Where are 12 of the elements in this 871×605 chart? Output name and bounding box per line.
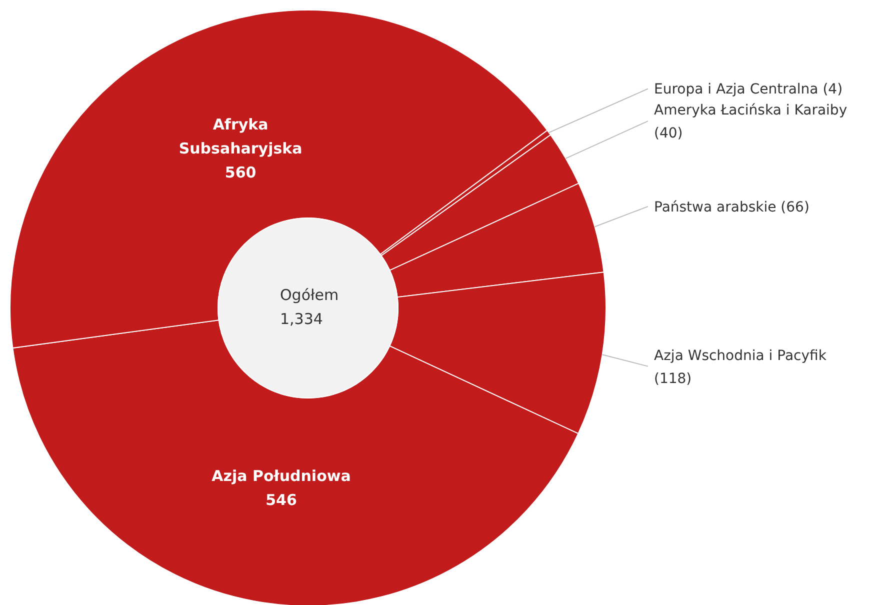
slice-label: Afryka Subsaharyjska [178, 115, 302, 158]
slice-label: Ameryka Łacińska i Karaiby [654, 102, 848, 119]
slice-label: Europa i Azja Centralna (4) [654, 82, 843, 98]
text: Ogółem [280, 286, 339, 304]
slice-label: Państwa arabskie (66) [654, 199, 810, 216]
slice-label: Azja Wschodnia i Pacyfik [654, 348, 828, 364]
text: 1,334 [280, 310, 323, 328]
data-label: (118) [654, 370, 692, 387]
slice-label: Azja Południowa [212, 466, 351, 485]
data-label: (40) [654, 126, 683, 142]
data-label: 546 [266, 490, 297, 509]
data-label: 560 [224, 163, 256, 182]
